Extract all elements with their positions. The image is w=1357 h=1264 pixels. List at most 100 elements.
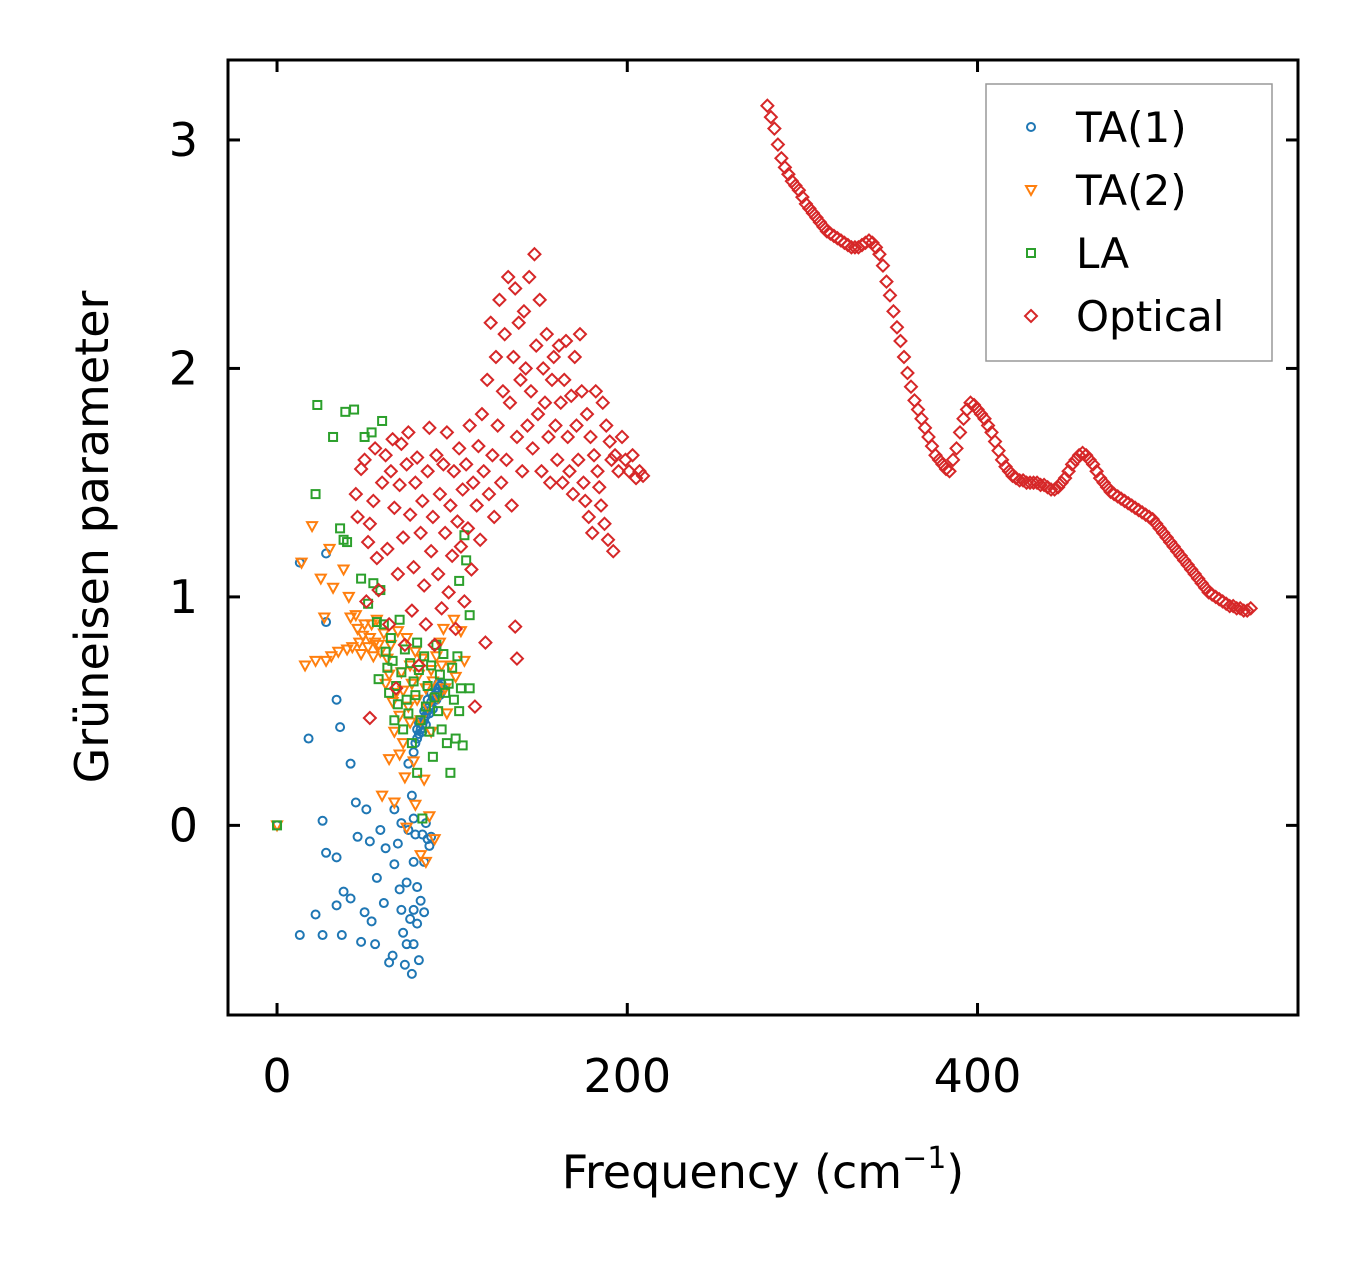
data-point xyxy=(513,372,528,388)
data-point xyxy=(614,429,630,445)
data-point xyxy=(1054,475,1069,491)
data-point xyxy=(514,463,530,479)
data-point xyxy=(413,850,428,863)
data-point xyxy=(402,507,418,523)
data-point xyxy=(390,566,406,582)
data-point xyxy=(384,639,398,652)
data-point xyxy=(994,452,1010,468)
data-point xyxy=(322,543,337,556)
data-point xyxy=(310,489,321,500)
data-point xyxy=(331,900,342,911)
data-point xyxy=(597,516,612,532)
data-point xyxy=(429,692,440,703)
data-point xyxy=(366,651,381,664)
data-point xyxy=(523,383,539,399)
data-point xyxy=(1068,452,1084,468)
data-point xyxy=(356,573,367,584)
data-point xyxy=(448,621,464,637)
data-point xyxy=(528,338,544,354)
data-point xyxy=(447,614,461,627)
data-point xyxy=(352,831,363,842)
data-point xyxy=(357,452,373,468)
data-point xyxy=(499,452,514,468)
series-optical xyxy=(348,98,1259,726)
data-point xyxy=(464,683,475,694)
data-point xyxy=(490,418,506,433)
data-point xyxy=(900,365,915,381)
data-point xyxy=(425,509,441,525)
data-point xyxy=(399,959,410,970)
data-point xyxy=(454,706,465,717)
data-point xyxy=(527,246,542,262)
axis-ticks xyxy=(228,60,1298,1015)
data-point xyxy=(422,681,433,692)
data-point xyxy=(436,623,451,636)
data-point xyxy=(434,669,445,680)
data-point xyxy=(345,758,356,769)
data-point xyxy=(945,452,961,468)
data-point xyxy=(434,660,449,673)
data-point xyxy=(1085,456,1101,472)
data-point xyxy=(520,418,535,433)
data-point xyxy=(408,799,423,812)
data-point xyxy=(298,660,312,673)
data-point xyxy=(385,431,401,447)
data-point xyxy=(378,678,393,691)
legend-entry: TA(1) xyxy=(1026,103,1187,152)
data-point xyxy=(579,406,595,422)
tick-labels: 0 200 400 0 1 2 3 xyxy=(169,113,1022,1103)
data-point xyxy=(396,904,407,915)
data-point xyxy=(406,756,421,769)
data-point xyxy=(465,475,481,491)
data-point xyxy=(432,486,448,502)
data-point xyxy=(336,564,351,577)
data-point xyxy=(380,646,391,657)
data-point xyxy=(364,619,379,632)
data-point xyxy=(548,418,563,433)
data-point xyxy=(394,884,405,895)
data-point xyxy=(369,550,385,566)
data-point xyxy=(426,660,437,671)
data-point xyxy=(791,182,807,198)
data-point xyxy=(1236,603,1252,619)
legend: TA(1) TA(2) LA Optical xyxy=(985,83,1273,362)
data-point xyxy=(469,498,485,513)
data-point xyxy=(433,637,447,650)
data-point xyxy=(408,747,419,758)
data-point xyxy=(408,646,423,659)
data-point xyxy=(607,447,623,463)
data-point xyxy=(420,463,436,479)
data-point xyxy=(567,349,583,365)
data-point xyxy=(395,530,411,545)
data-point xyxy=(558,333,574,349)
y-tick-label: 1 xyxy=(169,570,198,624)
data-point xyxy=(455,482,471,497)
data-point xyxy=(461,555,472,566)
data-point xyxy=(409,450,425,465)
data-point xyxy=(893,333,908,349)
data-point xyxy=(350,623,365,636)
data-point xyxy=(272,820,283,831)
data-point xyxy=(331,694,342,705)
data-point xyxy=(447,662,458,673)
data-point xyxy=(423,543,439,559)
data-point xyxy=(956,411,971,427)
data-point xyxy=(443,678,454,689)
data-point xyxy=(396,667,407,678)
data-point xyxy=(457,594,472,609)
data-point xyxy=(375,790,389,803)
data-point xyxy=(427,751,438,762)
data-point xyxy=(1064,456,1080,472)
data-point xyxy=(408,939,419,950)
data-point xyxy=(440,687,451,698)
data-point xyxy=(464,562,479,577)
data-point xyxy=(889,319,905,335)
data-point xyxy=(439,424,455,440)
data-point xyxy=(321,847,332,858)
data-point xyxy=(420,701,431,712)
data-point xyxy=(560,429,576,445)
data-point xyxy=(440,708,454,721)
data-point xyxy=(364,836,375,847)
data-point xyxy=(593,498,609,513)
legend-label: LA xyxy=(1076,229,1129,278)
